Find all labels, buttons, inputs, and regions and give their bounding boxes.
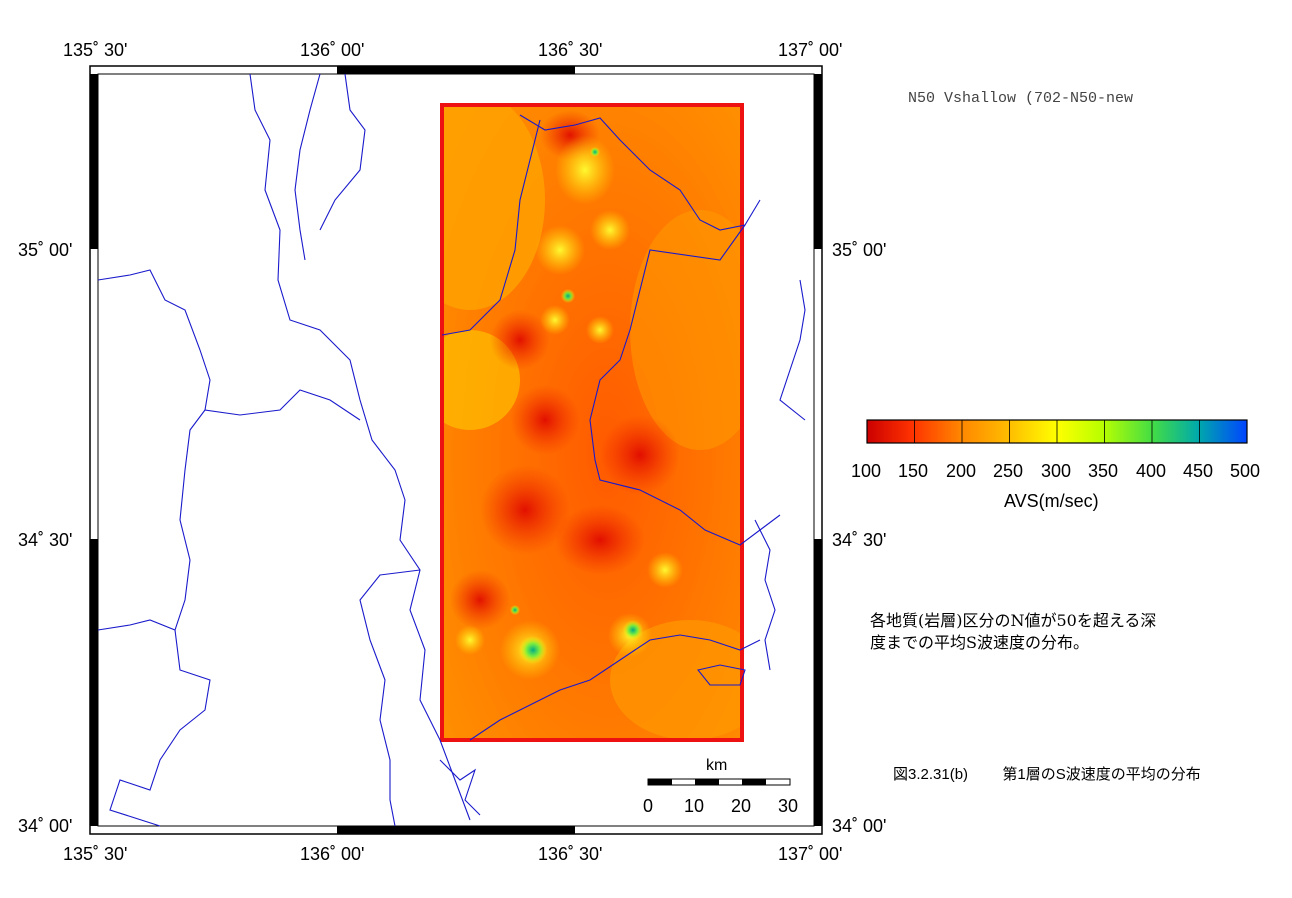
study-area-border xyxy=(440,103,744,742)
scalebar-tick-label: 30 xyxy=(778,796,799,816)
lon-label-top-3: 136˚ 30' xyxy=(538,40,603,60)
coastlines xyxy=(97,73,806,827)
lon-label-bottom-3: 136˚ 30' xyxy=(538,844,603,864)
lon-label-top-1: 135˚ 30' xyxy=(63,40,128,60)
lat-label-right-1: 35˚ 00' xyxy=(832,240,887,260)
figure-number: 図3.2.31(b) xyxy=(893,766,969,783)
colorbar-tick-label: 450 xyxy=(1183,461,1214,481)
colorbar xyxy=(866,419,1248,444)
map-title: N50 Vshallow (702-N50-new xyxy=(908,90,1134,107)
lon-label-bottom-4: 137˚ 00' xyxy=(778,844,843,864)
colorbar-tick-label: 350 xyxy=(1088,461,1119,481)
lon-label-bottom-2: 136˚ 00' xyxy=(300,844,365,864)
scalebar xyxy=(647,778,791,786)
colorbar-tick-label: 250 xyxy=(993,461,1024,481)
lat-label-left-3: 34˚ 00' xyxy=(18,816,73,836)
figure-caption: 図3.2.31(b) 第1層のS波速度の平均の分布 xyxy=(893,763,1201,784)
colorbar-tick-label: 300 xyxy=(1041,461,1072,481)
scalebar-tick-label: 0 xyxy=(643,796,654,816)
colorbar-tick-label: 150 xyxy=(898,461,929,481)
description: 各地質(岩層)区分のN値が50を超える深 度までの平均S波速度の分布。 xyxy=(870,610,1156,654)
colorbar-tick-label: 200 xyxy=(946,461,977,481)
scalebar-tick-label: 10 xyxy=(684,796,705,816)
scalebar-tick-label: 20 xyxy=(731,796,752,816)
lat-label-left-2: 34˚ 30' xyxy=(18,530,73,550)
lon-label-top-2: 136˚ 00' xyxy=(300,40,365,60)
scalebar-unit: km xyxy=(706,757,728,774)
frame-ticks xyxy=(90,66,822,834)
lat-label-right-3: 34˚ 00' xyxy=(832,816,887,836)
lat-label-left-1: 35˚ 00' xyxy=(18,240,73,260)
colorbar-tick-label: 100 xyxy=(851,461,882,481)
lat-label-right-2: 34˚ 30' xyxy=(832,530,887,550)
description-line-1: 各地質(岩層)区分のN値が50を超える深 xyxy=(870,611,1157,630)
figure-caption-text: 第1層のS波速度の平均の分布 xyxy=(1002,766,1201,783)
colorbar-tick-label: 500 xyxy=(1230,461,1261,481)
lon-label-top-4: 137˚ 00' xyxy=(778,40,843,60)
colorbar-tick-label: 400 xyxy=(1136,461,1167,481)
velocity-raster xyxy=(442,105,742,740)
lon-label-bottom-1: 135˚ 30' xyxy=(63,844,128,864)
description-line-2: 度までの平均S波速度の分布。 xyxy=(870,633,1089,652)
colorbar-label: AVS(m/sec) xyxy=(1004,491,1099,511)
